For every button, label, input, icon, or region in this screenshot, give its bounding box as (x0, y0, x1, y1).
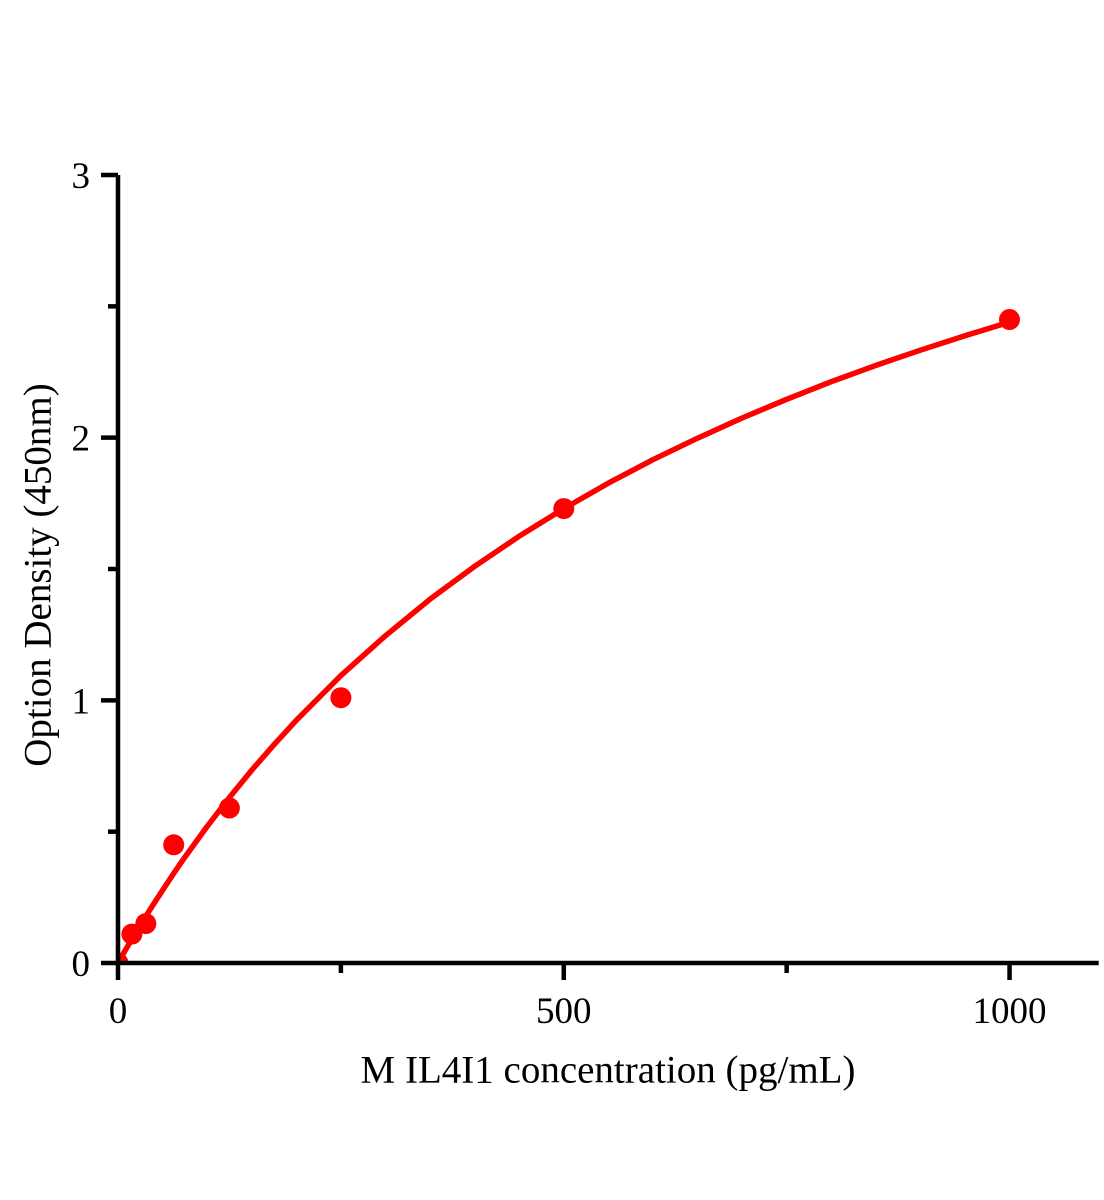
data-point (218, 797, 240, 819)
tick-labels: 0 500 1000 0 1 2 3 (72, 156, 1047, 1032)
x-tick-label: 500 (536, 991, 592, 1032)
y-tick-label: 0 (72, 944, 91, 985)
plot-area (118, 309, 1020, 963)
x-tick-label: 0 (109, 991, 128, 1032)
y-tick-label: 2 (72, 419, 91, 460)
data-point (163, 834, 185, 856)
data-point (118, 952, 129, 963)
data-point (135, 913, 157, 935)
data-point (553, 498, 575, 520)
x-axis-title: M IL4I1 concentration (pg/mL) (360, 1048, 856, 1092)
axes (101, 172, 1099, 980)
y-tick-label: 3 (72, 156, 91, 197)
y-axis-title: Option Density (450nm) (16, 383, 60, 767)
data-point (999, 309, 1020, 330)
data-point (330, 687, 352, 709)
y-tick-label: 1 (72, 681, 91, 722)
x-tick-label: 1000 (973, 991, 1047, 1032)
fit-curve-line (118, 319, 1013, 963)
